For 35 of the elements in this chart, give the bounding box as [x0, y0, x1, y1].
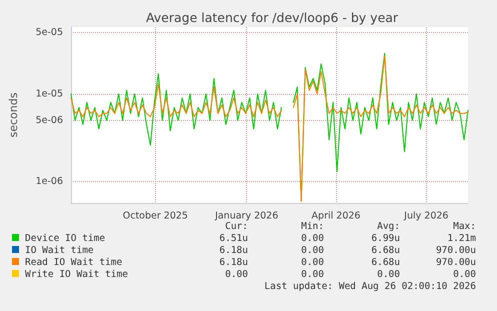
x-tick-label: January 2026 [214, 210, 278, 222]
y-tick-label: 5e-05 [36, 27, 63, 38]
legend-label: Read IO Wait time [24, 256, 124, 268]
chart-title: Average latency for /dev/loop6 - by year [146, 10, 399, 25]
text: Cur: [224, 220, 248, 232]
text: 6.18u [218, 256, 248, 268]
text: Avg: [376, 220, 400, 232]
text: 6.68u [370, 256, 400, 268]
text: Max: [452, 220, 476, 232]
text: Last update: Wed Aug 26 02:00:10 2026 [263, 280, 476, 292]
text: 6.99u [370, 232, 400, 244]
text: 0.00 [300, 268, 324, 280]
text: 0.00 [452, 268, 476, 280]
text: 970.00u [434, 244, 476, 256]
legend-label: Device IO time [24, 232, 106, 244]
text: 6.18u [218, 244, 248, 256]
legend-label: IO Wait time [24, 244, 95, 256]
y-axis-title: seconds [7, 92, 20, 138]
legend-label: Write IO Wait time [24, 268, 129, 280]
text: 6.68u [370, 244, 400, 256]
y-tick-label: 1e-05 [36, 88, 63, 100]
text: 970.00u [434, 256, 476, 268]
text: 0.00 [300, 232, 324, 244]
x-tick-label: July 2026 [403, 210, 448, 222]
text: 0.00 [300, 244, 324, 256]
text: 1.21m [446, 232, 476, 244]
y-tick-label: 5e-06 [36, 114, 63, 126]
text: 0.00 [224, 268, 248, 280]
text: 0.00 [300, 256, 324, 268]
text: 0.00 [376, 268, 400, 280]
text: 6.51u [218, 232, 248, 244]
text: Min: [300, 220, 324, 232]
x-tick-label: October 2025 [122, 210, 188, 222]
x-tick-label: April 2026 [312, 210, 360, 222]
y-tick-label: 1e-06 [36, 176, 63, 188]
